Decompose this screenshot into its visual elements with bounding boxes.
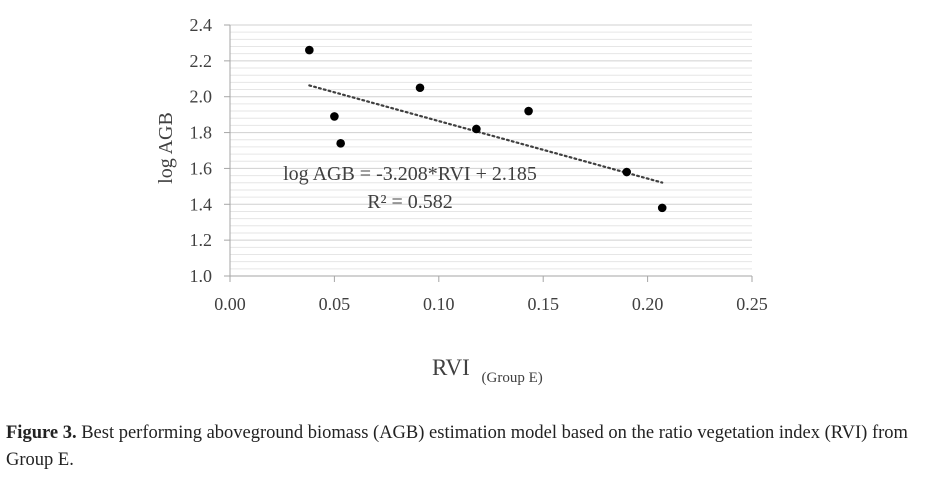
y-tick-label: 2.2 [190,51,213,71]
y-tick-label: 2.0 [190,87,213,107]
y-tick-label: 1.6 [190,158,213,178]
x-tick-label: 0.25 [736,294,768,314]
data-point [524,106,533,116]
x-tick-label: 0.10 [423,294,455,314]
x-axis-label: RVI (Group E) [432,355,543,386]
axes [224,24,753,282]
y-tick-label: 1.4 [190,194,213,214]
data-point [472,124,481,134]
data-point [657,203,667,213]
x-axis-label-main: RVI [432,355,470,380]
scatter-chart: 1.0 1.2 1.4 1.6 1.8 2.0 2.2 2.4 0.00 0.05 0.10 0.1… [155,15,768,386]
equation-label: log AGB = -3.208*RVI + 2.185 [283,163,537,185]
y-tick-label: 1.8 [190,123,213,143]
x-tick-label: 0.15 [527,294,559,314]
x-tick-label: 0.05 [319,294,351,314]
data-point [415,83,425,93]
data-points [305,45,667,213]
data-point [330,112,339,121]
x-tick-labels: 0.00 0.05 0.10 0.15 0.20 0.25 [214,294,768,314]
caption-text: Best performing aboveground biomass (AGB… [6,423,908,470]
y-tick-label: 1.2 [190,230,213,250]
data-point [622,167,632,177]
y-tick-label: 1.0 [190,266,213,286]
caption-label: Figure 3. [6,423,77,443]
data-point [305,45,314,55]
trendline [308,84,664,184]
y-tick-labels: 1.0 1.2 1.4 1.6 1.8 2.0 2.2 2.4 [190,15,213,286]
x-tick-label: 0.20 [632,294,664,314]
y-tick-label: 2.4 [190,15,213,35]
y-axis-label: log AGB [155,112,177,184]
figure-caption: Figure 3. Best performing aboveground bi… [6,420,931,474]
trendline-group [308,84,664,184]
r-squared-label: R² = 0.582 [367,191,453,213]
x-tick-label: 0.00 [214,294,246,314]
gridlines [230,24,752,270]
data-point [336,139,345,148]
x-axis-label-sub: (Group E) [482,370,543,386]
